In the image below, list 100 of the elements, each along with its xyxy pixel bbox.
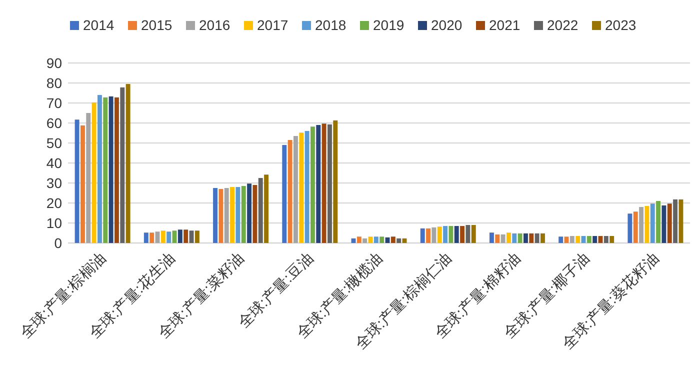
bar <box>534 233 540 243</box>
legend-label: 2021 <box>489 17 520 33</box>
bar <box>512 233 517 243</box>
bar <box>489 232 494 243</box>
legend-label: 2016 <box>199 17 230 33</box>
bar <box>213 188 218 243</box>
bar <box>432 227 436 243</box>
bar <box>570 236 574 243</box>
bar <box>540 233 545 243</box>
bar <box>495 234 500 243</box>
legend-label: 2018 <box>315 17 346 33</box>
bar <box>264 174 269 243</box>
bar <box>460 226 465 243</box>
bar <box>656 201 661 243</box>
bar <box>194 230 200 243</box>
legend-label: 2023 <box>605 17 636 33</box>
bar <box>581 236 586 243</box>
legend-label: 2015 <box>141 17 172 33</box>
bar <box>529 233 534 243</box>
bar <box>518 233 522 243</box>
bar <box>172 230 177 243</box>
bar <box>558 236 564 243</box>
y-tick-label: 70 <box>46 95 62 111</box>
bar <box>396 238 402 243</box>
legend-label: 2020 <box>431 17 462 33</box>
bar <box>126 84 130 243</box>
bar <box>604 236 608 243</box>
legend-label: 2014 <box>83 17 114 33</box>
bar <box>448 226 454 243</box>
y-tick-label: 0 <box>54 235 62 251</box>
bar <box>576 236 580 243</box>
bar <box>437 226 442 243</box>
bar <box>662 205 666 243</box>
bar <box>247 184 252 243</box>
bar <box>628 214 632 243</box>
bar <box>500 234 506 243</box>
bar <box>97 95 102 243</box>
bar <box>184 230 188 243</box>
bar <box>282 145 287 243</box>
bar <box>454 226 459 243</box>
y-tick-label: 20 <box>46 195 62 211</box>
bar <box>150 232 154 243</box>
bar <box>633 212 638 243</box>
bar <box>356 236 362 243</box>
bar <box>506 232 511 243</box>
bar <box>258 178 263 243</box>
bar <box>650 204 655 243</box>
bar <box>74 120 80 243</box>
bar <box>236 187 240 243</box>
legend-label: 2019 <box>373 17 404 33</box>
bar <box>586 236 592 243</box>
bar <box>86 113 91 243</box>
bar <box>178 230 182 243</box>
bar <box>598 236 603 243</box>
y-tick-label: 60 <box>46 115 62 131</box>
bar <box>380 236 384 243</box>
bar <box>592 236 598 243</box>
bar <box>374 236 378 243</box>
bar <box>304 131 310 243</box>
bar <box>564 236 569 243</box>
legend-label: 2017 <box>257 17 288 33</box>
bar <box>673 199 678 243</box>
bar <box>610 236 614 243</box>
bar <box>224 188 229 243</box>
bar <box>189 230 194 243</box>
bar <box>299 132 304 243</box>
bar <box>523 233 528 243</box>
bar <box>333 120 338 243</box>
bar <box>443 226 448 243</box>
bar <box>639 207 644 243</box>
bar <box>288 140 292 243</box>
bar <box>80 125 85 243</box>
bar <box>120 87 125 243</box>
bar <box>241 186 246 243</box>
bar <box>144 232 148 243</box>
bar <box>466 225 470 243</box>
bar <box>155 232 160 243</box>
y-tick-label: 40 <box>46 155 62 171</box>
bar <box>166 232 172 243</box>
bar <box>420 228 425 243</box>
bar <box>310 126 315 243</box>
y-tick-label: 30 <box>46 175 62 191</box>
bar <box>103 97 108 243</box>
bar <box>471 225 476 243</box>
y-tick-label: 10 <box>46 215 62 231</box>
bar <box>327 124 332 243</box>
bar <box>644 206 650 243</box>
bar <box>114 97 119 243</box>
bar <box>218 189 224 243</box>
bar <box>368 236 373 243</box>
bar <box>230 187 235 243</box>
y-tick-label: 80 <box>46 75 62 91</box>
bar <box>316 125 321 243</box>
bar <box>293 136 298 243</box>
bar <box>678 199 684 243</box>
bar <box>426 228 431 243</box>
legend-label: 2022 <box>547 17 578 33</box>
bar <box>252 185 258 243</box>
y-tick-label: 90 <box>46 55 62 71</box>
bar <box>390 236 396 243</box>
